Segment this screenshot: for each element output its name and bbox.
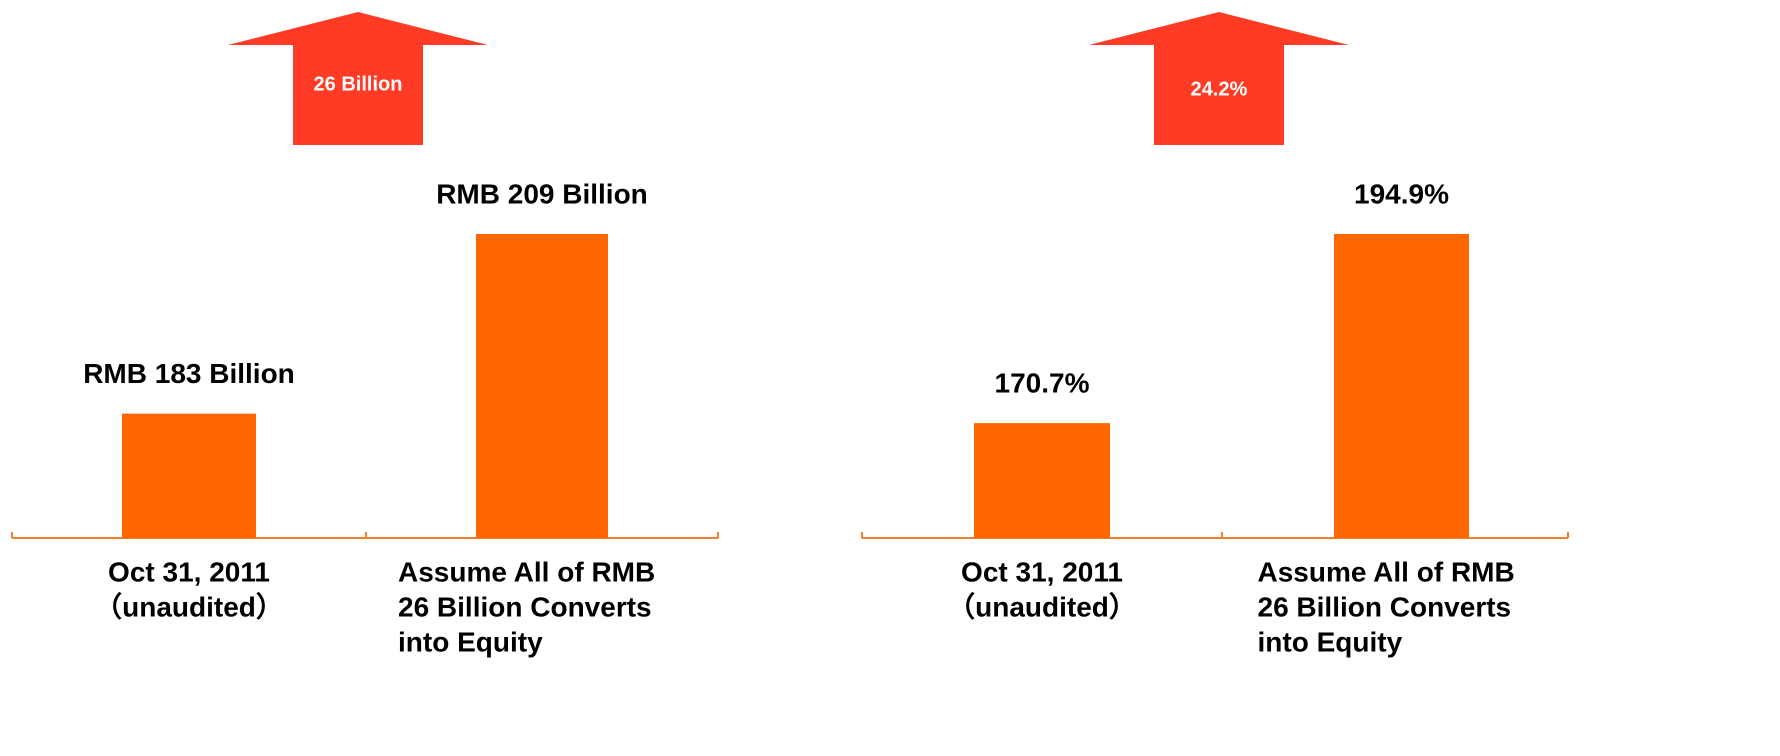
arrow-body xyxy=(293,45,423,145)
x-tick-label: into Equity xyxy=(398,626,543,657)
value-label: 194.9% xyxy=(1354,178,1449,209)
x-tick-label: Oct 31, 2011 xyxy=(961,556,1123,587)
bar xyxy=(1334,234,1469,538)
x-tick-label: （unaudited） xyxy=(94,590,284,622)
x-tick-label: 26 Billion Converts xyxy=(398,591,652,622)
bar xyxy=(974,423,1110,538)
x-tick-label: （unaudited） xyxy=(947,590,1137,622)
value-label: 170.7% xyxy=(995,368,1090,399)
arrow-head xyxy=(228,12,488,45)
x-tick-label: Assume All of RMB xyxy=(398,556,655,587)
arrow-head xyxy=(1089,12,1349,45)
bar xyxy=(122,413,256,538)
value-label: RMB 183 Billion xyxy=(83,358,295,389)
bar xyxy=(476,234,608,538)
x-tick-label: 26 Billion Converts xyxy=(1258,591,1512,622)
x-tick-label: Oct 31, 2011 xyxy=(108,556,270,587)
value-label: RMB 209 Billion xyxy=(436,178,648,209)
arrow-label: 24.2% xyxy=(1191,78,1248,100)
x-tick-label: into Equity xyxy=(1258,626,1403,657)
x-tick-label: Assume All of RMB xyxy=(1258,556,1515,587)
arrow-label: 26 Billion xyxy=(314,73,403,95)
arrow-body xyxy=(1154,45,1284,145)
